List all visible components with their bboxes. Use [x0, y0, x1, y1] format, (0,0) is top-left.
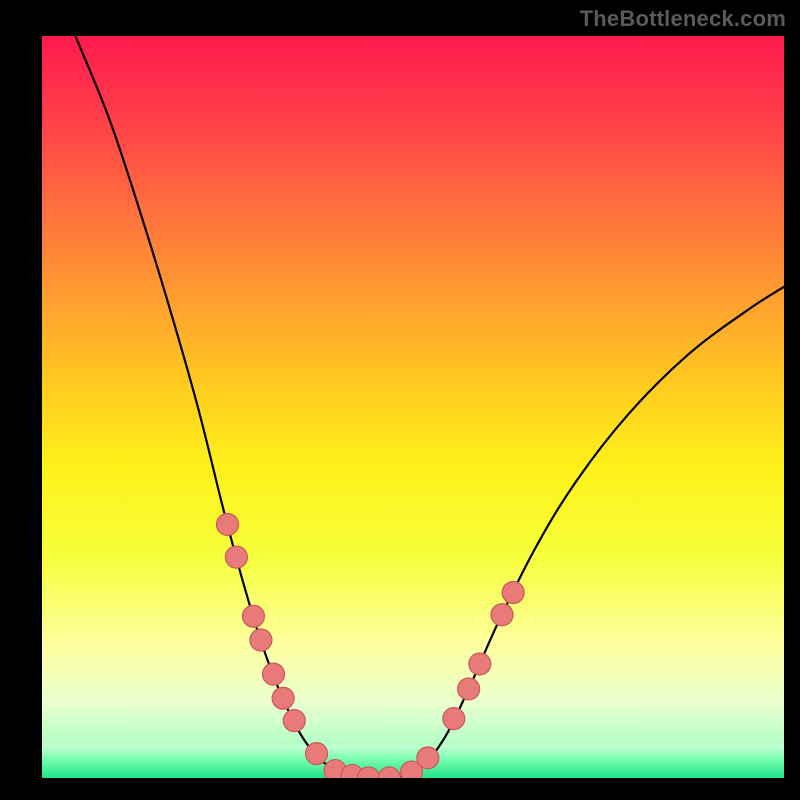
marker-point [272, 687, 294, 709]
marker-point [469, 653, 491, 675]
marker-point [283, 710, 305, 732]
marker-point [250, 629, 272, 651]
marker-point [225, 546, 247, 568]
marker-point [417, 747, 439, 769]
marker-point [378, 767, 400, 778]
marker-point [217, 513, 239, 535]
marker-point [491, 604, 513, 626]
marker-point [458, 678, 480, 700]
curve-markers [42, 36, 784, 778]
plot-area [42, 36, 784, 778]
marker-point [502, 582, 524, 604]
marker-point [263, 663, 285, 685]
marker-point [306, 743, 328, 765]
chart-stage: TheBottleneck.com [0, 0, 800, 800]
watermark-text: TheBottleneck.com [580, 6, 786, 32]
marker-point [443, 708, 465, 730]
marker-point [242, 605, 264, 627]
